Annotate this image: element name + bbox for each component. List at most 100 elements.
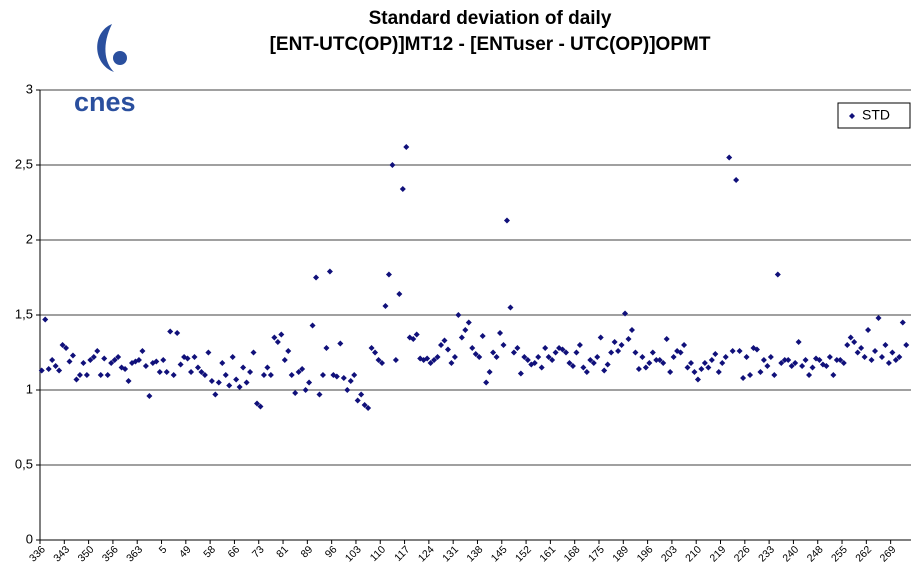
point — [184, 355, 191, 362]
x-tick-label: 248 — [805, 544, 826, 565]
point — [865, 327, 872, 333]
x-tick-label: 81 — [274, 544, 291, 561]
point — [94, 348, 101, 354]
point — [622, 310, 629, 317]
point — [76, 372, 83, 378]
legend-label: STD — [862, 107, 890, 123]
point — [594, 354, 601, 360]
point — [313, 274, 320, 281]
point — [392, 357, 399, 363]
point — [254, 400, 260, 407]
point — [767, 354, 774, 360]
point — [278, 331, 285, 338]
point — [726, 154, 733, 161]
point — [354, 397, 361, 404]
point — [410, 336, 417, 342]
point — [146, 393, 153, 399]
x-tick-label: 203 — [659, 544, 680, 565]
point — [903, 342, 910, 348]
point — [625, 336, 632, 342]
point — [559, 346, 566, 353]
y-tick-label: 1,5 — [15, 306, 33, 321]
point — [49, 357, 56, 363]
point — [563, 349, 570, 356]
point — [257, 403, 264, 410]
point — [885, 360, 892, 366]
point — [153, 358, 160, 365]
point — [618, 342, 625, 348]
point — [73, 376, 80, 383]
x-tick-label: 96 — [323, 544, 340, 561]
point — [455, 312, 462, 318]
point — [858, 345, 865, 351]
y-tick-label: 0 — [26, 531, 33, 546]
point — [490, 349, 497, 356]
x-tick-label: 175 — [586, 544, 607, 565]
point — [899, 319, 906, 326]
point — [701, 360, 708, 366]
y-tick-label: 1 — [26, 381, 33, 396]
point — [413, 331, 420, 338]
point — [486, 369, 493, 375]
point — [271, 334, 278, 341]
point — [396, 291, 403, 297]
chart-title: [ENT-UTC(OP)]MT12 - [ENTuser - UTC(OP)]O… — [270, 34, 711, 55]
point — [319, 372, 326, 378]
point — [681, 342, 688, 348]
x-tick-label: 66 — [226, 544, 243, 561]
x-tick-label: 131 — [440, 544, 461, 565]
point — [729, 348, 736, 354]
point — [747, 372, 754, 378]
point — [708, 357, 715, 363]
point — [691, 369, 698, 375]
point — [264, 364, 271, 371]
chart-title: Standard deviation of daily — [369, 8, 612, 29]
point — [601, 367, 608, 374]
point — [785, 357, 792, 363]
point — [472, 351, 479, 357]
point — [247, 369, 254, 375]
y-tick-label: 0,5 — [15, 456, 33, 471]
point — [160, 357, 167, 363]
point — [788, 363, 795, 369]
point — [753, 346, 760, 353]
point — [267, 372, 274, 378]
x-tick-label: 350 — [76, 544, 97, 565]
point — [215, 379, 222, 386]
point — [882, 342, 889, 348]
point — [111, 357, 118, 363]
x-tick-label: 103 — [343, 544, 364, 565]
logo-dot — [113, 51, 127, 65]
point — [243, 379, 250, 386]
point — [896, 354, 903, 360]
point — [358, 391, 365, 398]
point — [802, 357, 809, 363]
x-tick-label: 73 — [250, 544, 267, 561]
point — [576, 342, 583, 348]
y-tick-label: 2 — [26, 231, 33, 246]
point — [663, 336, 670, 342]
point — [306, 379, 313, 386]
point — [125, 378, 132, 384]
point — [122, 366, 129, 372]
point — [830, 372, 837, 378]
point — [823, 363, 830, 369]
point — [774, 271, 781, 278]
point — [42, 316, 49, 323]
point — [309, 322, 316, 329]
point — [198, 369, 205, 375]
point — [698, 366, 705, 372]
point — [872, 348, 879, 354]
point — [851, 339, 858, 345]
point — [372, 349, 379, 356]
x-tick-label: 152 — [513, 544, 534, 565]
x-tick-label: 124 — [416, 544, 437, 565]
point — [260, 372, 267, 378]
x-tick-label: 262 — [853, 544, 874, 565]
point — [799, 363, 806, 369]
point — [632, 349, 639, 356]
point — [333, 373, 340, 380]
point — [448, 360, 455, 366]
point — [135, 357, 142, 363]
point — [531, 360, 538, 366]
